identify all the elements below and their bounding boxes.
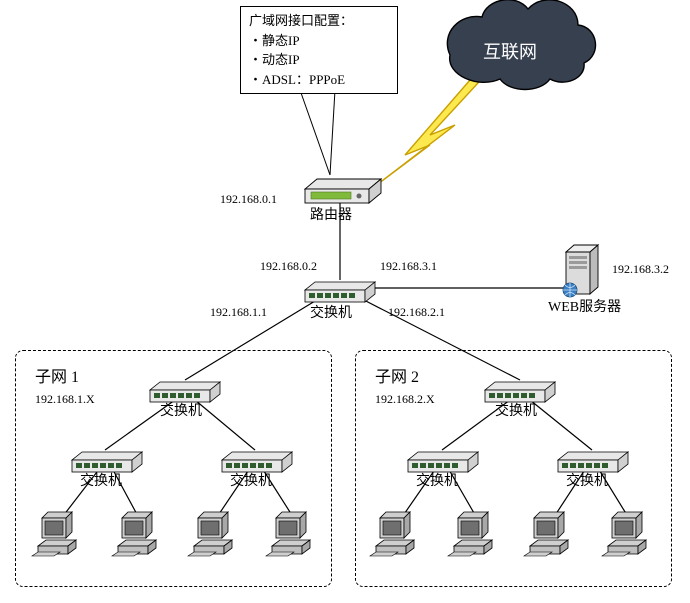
core-switch-ip-left: 192.168.1.1 [210,305,267,319]
subnet2-title: 子网 2 [375,368,419,387]
router-label: 路由器 [310,208,352,225]
internet-label: 互联网 [483,42,537,62]
core-switch-label: 交换机 [310,306,352,323]
web-server-ip: 192.168.3.2 [612,262,669,276]
callout-item: ・动态IP [249,50,389,70]
subnet1-switch-l-label: 交换机 [80,474,122,491]
wan-config-callout: 广域网接口配置： ・静态IP ・动态IP ・ADSL：PPPoE [240,6,398,94]
subnet1-switch-top-label: 交换机 [160,404,202,421]
callout-item: ・静态IP [249,31,389,51]
internet-cloud-icon: 互联网 [447,0,595,89]
web-server-icon [563,245,598,297]
callout-item: ・ADSL：PPPoE [249,70,389,90]
router-ip: 192.168.0.1 [220,192,277,206]
subnet2-switch-r-label: 交换机 [566,474,608,491]
subnet1-cidr: 192.168.1.X [35,392,95,406]
core-switch-ip-up: 192.168.0.2 [260,259,317,273]
subnet2-cidr: 192.168.2.X [375,392,435,406]
subnet2-switch-l-label: 交换机 [416,474,458,491]
callout-title: 广域网接口配置： [249,11,389,31]
callout-leader [300,90,335,175]
subnet1-title: 子网 1 [35,368,79,387]
subnet2-switch-top-label: 交换机 [495,404,537,421]
web-server-label: WEB服务器 [548,300,621,317]
router-icon [305,179,381,203]
core-switch-icon [305,282,375,302]
core-switch-ip-web: 192.168.3.1 [380,259,437,273]
subnet1-switch-r-label: 交换机 [230,474,272,491]
core-switch-ip-right: 192.168.2.1 [388,305,445,319]
